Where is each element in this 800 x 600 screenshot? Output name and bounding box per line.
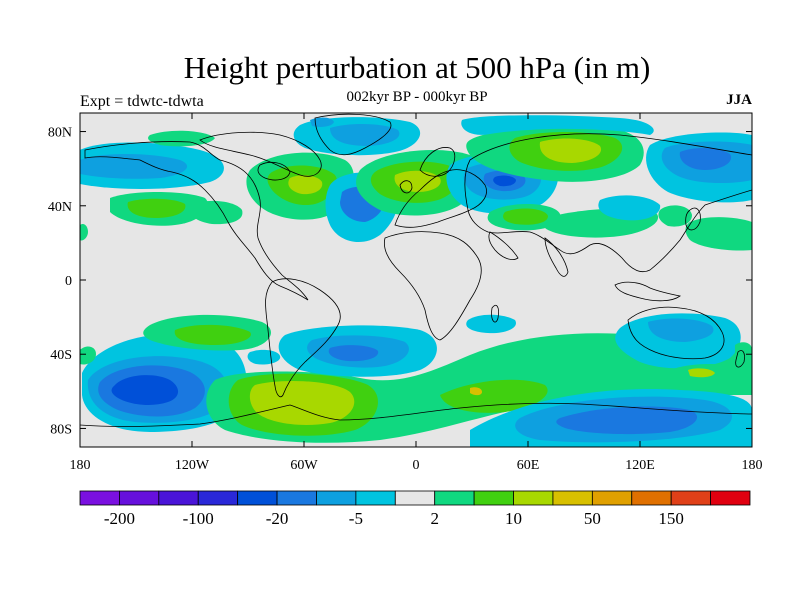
field-nz-east-green (735, 342, 752, 366)
colorbar-swatch (513, 490, 554, 506)
field-siberia-core (539, 138, 602, 163)
field-arctic-blue (310, 117, 334, 127)
lon-tick-label: 60E (517, 458, 540, 473)
field-west-atlantic-green (188, 200, 243, 225)
field-west-pacific-green (685, 217, 752, 251)
colorbar-swatch (276, 490, 317, 506)
coast-north-america (84, 141, 309, 301)
colorbar-swatch (434, 490, 475, 506)
colorbar-swatch (670, 490, 711, 506)
coast-indonesia (614, 281, 681, 302)
field-asia-low-darkcore (493, 175, 516, 187)
field-greenland-low-mid (330, 124, 400, 146)
coast-antarctica (80, 402, 752, 427)
field-japan-green (658, 205, 692, 227)
colorbar-label: -100 (183, 509, 214, 528)
lat-tick-label: 0 (65, 274, 72, 289)
colorbar-swatch (79, 490, 120, 506)
plot-title: Height perturbation at 500 hPa (in m) (183, 50, 651, 85)
colorbar-swatch (316, 490, 357, 506)
latitude-axis: 80N 40N 0 40S 80S (48, 126, 752, 437)
contour-fields (80, 115, 752, 447)
field-central-asia-green-core (503, 208, 548, 225)
coast-arabia (488, 231, 519, 260)
colorbar-swatch (355, 490, 396, 506)
coast-scandinavia (419, 147, 456, 177)
colorbar: -200 -100 -20 -5 2 10 50 150 (79, 490, 751, 528)
coast-japan (685, 207, 701, 231)
colorbar-swatch (710, 490, 751, 506)
lon-tick-label: 120E (625, 458, 655, 473)
colorbar-swatch (473, 490, 514, 506)
coast-australia (627, 306, 725, 360)
field-canada-high-core (288, 175, 323, 195)
field-north-pacific-mid (80, 154, 188, 179)
colorbar-label: -20 (266, 509, 289, 528)
season-label: JJA (726, 92, 752, 108)
field-east-pacific-green (80, 223, 88, 241)
colorbar-swatch (119, 490, 160, 506)
coast-greenland (314, 113, 392, 156)
colorbar-label: 2 (430, 509, 439, 528)
lon-tick-label: 60W (290, 458, 318, 473)
colorbar-swatch (552, 490, 593, 506)
colorbar-label: 150 (658, 509, 684, 528)
field-nz-yellow (688, 368, 715, 378)
colorbar-label: -5 (349, 509, 363, 528)
coast-canada-arctic (199, 131, 322, 177)
lat-tick-label: 80N (48, 126, 72, 141)
field-argentina-low (247, 349, 281, 365)
colorbar-swatch (591, 490, 633, 506)
lon-tick-label: 180 (70, 458, 91, 473)
field-south-pacific-green2 (174, 324, 251, 345)
field-australia-core (648, 318, 714, 342)
lat-tick-label: 40S (50, 348, 72, 363)
field-south-pacific-core (111, 375, 179, 405)
colorbar-swatch (197, 490, 239, 506)
coast-africa (383, 231, 482, 341)
colorbar-swatch (237, 490, 278, 506)
lat-tick-label: 80S (50, 422, 72, 437)
lat-tick-label: 40N (48, 200, 72, 215)
field-south-indian-low-core (556, 406, 698, 435)
field-indian-ocean-spot (470, 387, 482, 396)
field-europe-core (394, 170, 441, 192)
field-east-asia-core (679, 148, 732, 170)
coastlines (80, 113, 752, 427)
field-indian-ocean-green (440, 379, 548, 413)
field-northeast-asia-light (598, 195, 661, 221)
field-west-africa-green (80, 346, 96, 365)
lon-tick-label: 0 (413, 458, 420, 473)
colorbar-label: 50 (584, 509, 601, 528)
field-alaska-green (148, 130, 215, 147)
longitude-axis: 180 120W 60W 0 60E 120E 180 (70, 113, 763, 473)
field-south-atlantic-core (328, 345, 379, 362)
colorbar-label: -200 (104, 509, 135, 528)
colorbar-swatch (631, 490, 672, 506)
coast-india (544, 237, 569, 277)
coast-new-zealand (735, 350, 745, 368)
plot-subtitle: 002kyr BP - 000kyr BP (346, 89, 488, 105)
field-siberia-low-ring (461, 115, 654, 135)
coast-uk (399, 180, 413, 194)
coast-madagascar (491, 304, 499, 323)
field-indian-ocean-small-low (466, 314, 516, 334)
colorbar-swatch (394, 490, 436, 506)
colorbar-swatch (158, 490, 199, 506)
field-north-pacific-green-core (127, 198, 186, 218)
coast-hudson-bay (257, 161, 291, 181)
experiment-label: Expt = tdwtc-tdwta (80, 93, 204, 110)
colorbar-label: 10 (505, 509, 522, 528)
lon-tick-label: 180 (742, 458, 763, 473)
lon-tick-label: 120W (175, 458, 210, 473)
coast-south-america (265, 278, 341, 398)
coast-europe (394, 169, 487, 228)
